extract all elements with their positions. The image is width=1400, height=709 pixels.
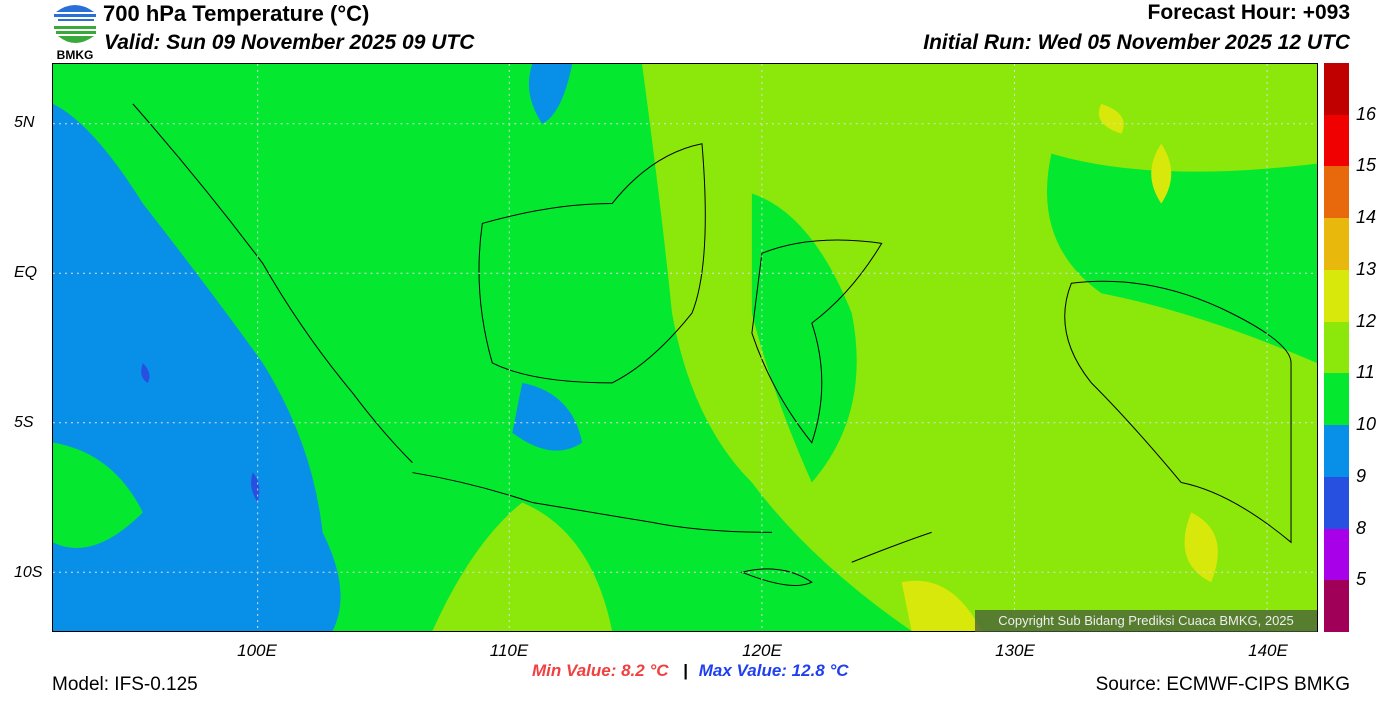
- colorbar-label: 9: [1356, 465, 1367, 486]
- copyright-notice: Copyright Sub Bidang Prediksi Cuaca BMKG…: [975, 610, 1317, 632]
- colorbar-label: 10: [1356, 414, 1377, 435]
- colorbar-bin: [1324, 580, 1349, 633]
- separator: |: [683, 661, 689, 680]
- colorbar-label: 12: [1356, 310, 1377, 331]
- temperature-map: [52, 63, 1318, 632]
- min-max-values: Min Value: 8.2 °C | Max Value: 12.8 °C: [532, 661, 849, 681]
- colorbar-bin: [1324, 218, 1349, 270]
- colorbar-label: 13: [1356, 258, 1377, 279]
- model-label: Model: IFS-0.125: [52, 674, 198, 695]
- colorbar-bin: [1324, 476, 1349, 529]
- max-value: Max Value: 12.8 °C: [698, 661, 849, 680]
- source-label: Source: ECMWF-CIPS BMKG: [1095, 674, 1350, 695]
- colorbar-bin: [1324, 528, 1349, 581]
- colorbar-bin: [1324, 373, 1349, 426]
- svg-text:BMKG: BMKG: [57, 48, 94, 62]
- initial-run: Initial Run: Wed 05 November 2025 12 UTC: [923, 31, 1350, 54]
- colorbar-label: 15: [1356, 155, 1377, 176]
- lon-label: 130E: [995, 641, 1035, 660]
- lon-label: 100E: [237, 641, 277, 660]
- colorbar-label: 5: [1356, 569, 1367, 590]
- colorbar-label: 8: [1356, 517, 1367, 538]
- chart-title: 700 hPa Temperature (°C): [103, 1, 370, 26]
- lat-label: 5N: [14, 114, 35, 131]
- colorbar-label: 14: [1356, 207, 1377, 228]
- coastlines: [132, 103, 1292, 586]
- lat-label: 10S: [14, 564, 43, 581]
- bmkg-logo: BMKG: [54, 5, 96, 62]
- valid-time: Valid: Sun 09 November 2025 09 UTC: [104, 31, 475, 54]
- lat-label: 5S: [14, 414, 34, 431]
- lat-label: EQ: [14, 264, 38, 281]
- colorbar-bin: [1324, 425, 1349, 477]
- colorbar-label: 11: [1356, 362, 1375, 383]
- colorbar-bin: [1324, 63, 1349, 115]
- colorbar-bin: [1324, 114, 1349, 167]
- lon-label: 140E: [1248, 641, 1288, 660]
- field-10-11: [1046, 153, 1317, 363]
- field-10-11: [53, 442, 143, 549]
- gridlines: [53, 64, 1317, 631]
- colorbar: [1324, 63, 1349, 633]
- forecast-hour: Forecast Hour: +093: [1147, 1, 1351, 24]
- field-11-12: [432, 502, 613, 631]
- lon-label: 110E: [489, 641, 529, 660]
- colorbar-bin: [1324, 166, 1349, 219]
- colorbar-bin: [1324, 269, 1349, 322]
- colorbar-label: 16: [1356, 103, 1377, 124]
- min-value: Min Value: 8.2 °C: [532, 661, 669, 680]
- field-9-10: [512, 64, 583, 451]
- colorbar-bin: [1324, 321, 1349, 374]
- lon-label: 120E: [742, 641, 782, 660]
- field-10-11: [751, 193, 857, 483]
